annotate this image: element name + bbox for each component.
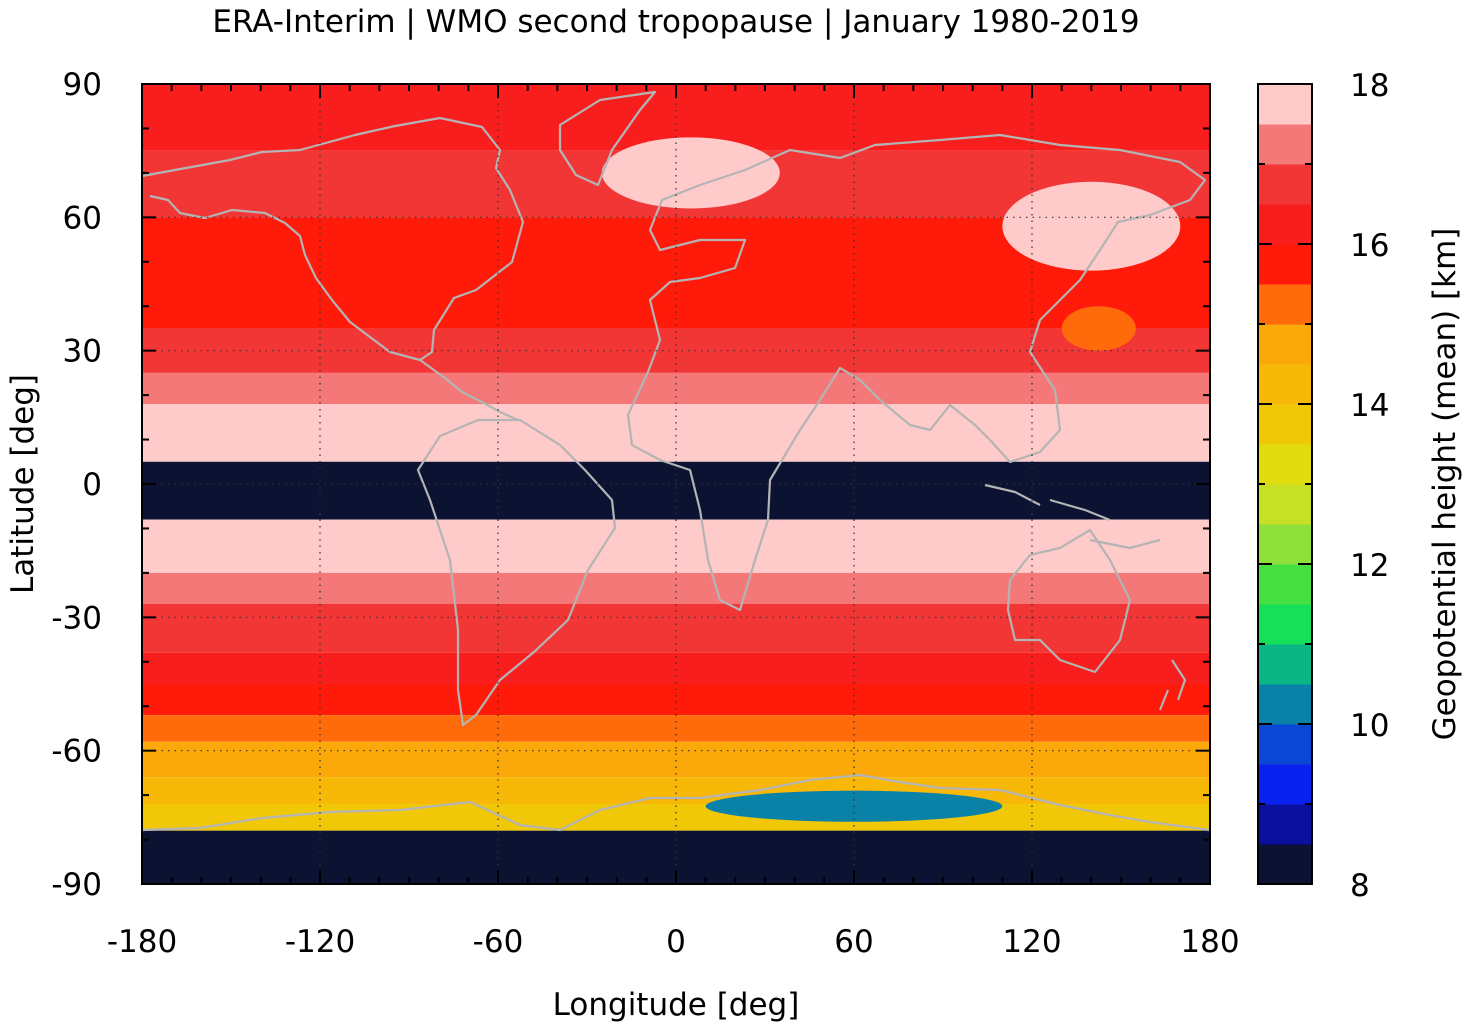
colorbar-swatch-7 [1258, 564, 1312, 605]
x-tick-label: -120 [285, 924, 355, 960]
zonal-bands [142, 84, 1210, 884]
x-tick-label: 180 [1180, 924, 1239, 960]
x-axis-title: Longitude [deg] [553, 987, 800, 1023]
colorbar-swatch-5 [1258, 644, 1312, 685]
colorbar-swatch-2 [1258, 764, 1312, 805]
colorbar-swatch-10 [1258, 444, 1312, 485]
coastline-australia [1006, 528, 1132, 674]
x-tick-label: -180 [107, 924, 177, 960]
colorbar-swatch-4 [1258, 684, 1312, 725]
colorbar-ticks [1258, 83, 1312, 885]
y-tick-label: -30 [51, 600, 102, 636]
colorbar-swatch-15 [1258, 244, 1312, 285]
y-tick-label: -60 [51, 734, 102, 770]
coastline-north-america [142, 116, 525, 362]
colorbar-tick-label: 10 [1350, 708, 1389, 744]
colorbar-swatch-16 [1258, 204, 1312, 245]
feature-1 [1002, 181, 1181, 271]
grid-lines [142, 84, 1210, 884]
colorbar-swatch-19 [1258, 84, 1312, 125]
colorbar-swatch-0 [1258, 844, 1312, 885]
x-tick-label: 60 [834, 924, 873, 960]
y-tick-label: 0 [82, 467, 102, 503]
chart-title: ERA-Interim | WMO second tropopause | Ja… [212, 4, 1139, 40]
y-tick-label: 60 [63, 200, 102, 236]
colorbar-swatch-9 [1258, 484, 1312, 525]
y-axis-title: Latitude [deg] [5, 374, 41, 594]
colorbar-swatch-1 [1258, 804, 1312, 845]
x-tick-labels: -180 -120 -60 0 60 120 180 [107, 924, 1240, 960]
colorbar-swatch-14 [1258, 284, 1312, 325]
heatmap-field [142, 84, 1210, 884]
zonal-band-9 [142, 604, 1210, 653]
x-tick-label: -60 [473, 924, 524, 960]
colorbar-swatch-12 [1258, 364, 1312, 405]
colorbar-tick-label: 14 [1350, 388, 1389, 424]
colorbar-swatch-17 [1258, 164, 1312, 205]
colorbar-tick-label: 12 [1350, 548, 1389, 584]
y-tick-label: 30 [63, 334, 102, 370]
colorbar-swatch-6 [1258, 604, 1312, 645]
axis-ticks [141, 83, 1211, 885]
zonal-band-6 [142, 461, 1210, 520]
y-tick-label: -90 [51, 867, 102, 903]
coastline-eurasia-africa [626, 133, 1207, 612]
colorbar-swatch-13 [1258, 324, 1312, 365]
zonal-band-15 [142, 804, 1210, 831]
coastline-south-america [416, 418, 617, 727]
zonal-band-4 [142, 372, 1210, 404]
zonal-band-8 [142, 572, 1210, 604]
x-tick-label: 0 [666, 924, 686, 960]
feature-2 [1061, 306, 1136, 351]
coastline-antarctica [142, 773, 1210, 832]
y-tick-labels: 90 60 30 0 -30 -60 -90 [51, 67, 102, 903]
colorbar [1258, 84, 1312, 885]
colorbar-swatch-3 [1258, 724, 1312, 765]
y-tick-label: 90 [63, 67, 102, 103]
x-tick-label: 120 [1002, 924, 1061, 960]
colorbar-swatch-11 [1258, 404, 1312, 445]
colorbar-tick-label: 16 [1350, 228, 1389, 264]
coastlines [142, 90, 1210, 832]
zonal-band-5 [142, 404, 1210, 462]
colorbar-swatch-8 [1258, 524, 1312, 565]
colorbar-title: Geopotential height (mean) [km] [1427, 228, 1463, 741]
colorbar-swatch-18 [1258, 124, 1312, 165]
colorbar-tick-label: 8 [1350, 868, 1370, 904]
coastline-new-zealand [1158, 659, 1187, 711]
colorbar-tick-label: 18 [1350, 68, 1389, 104]
coastline-central-america [419, 359, 519, 422]
colorbar-tick-labels: 18 16 14 12 10 8 [1350, 68, 1389, 904]
zonal-band-10 [142, 652, 1210, 684]
coastline-greenland [558, 90, 657, 187]
feature-0 [601, 137, 780, 209]
